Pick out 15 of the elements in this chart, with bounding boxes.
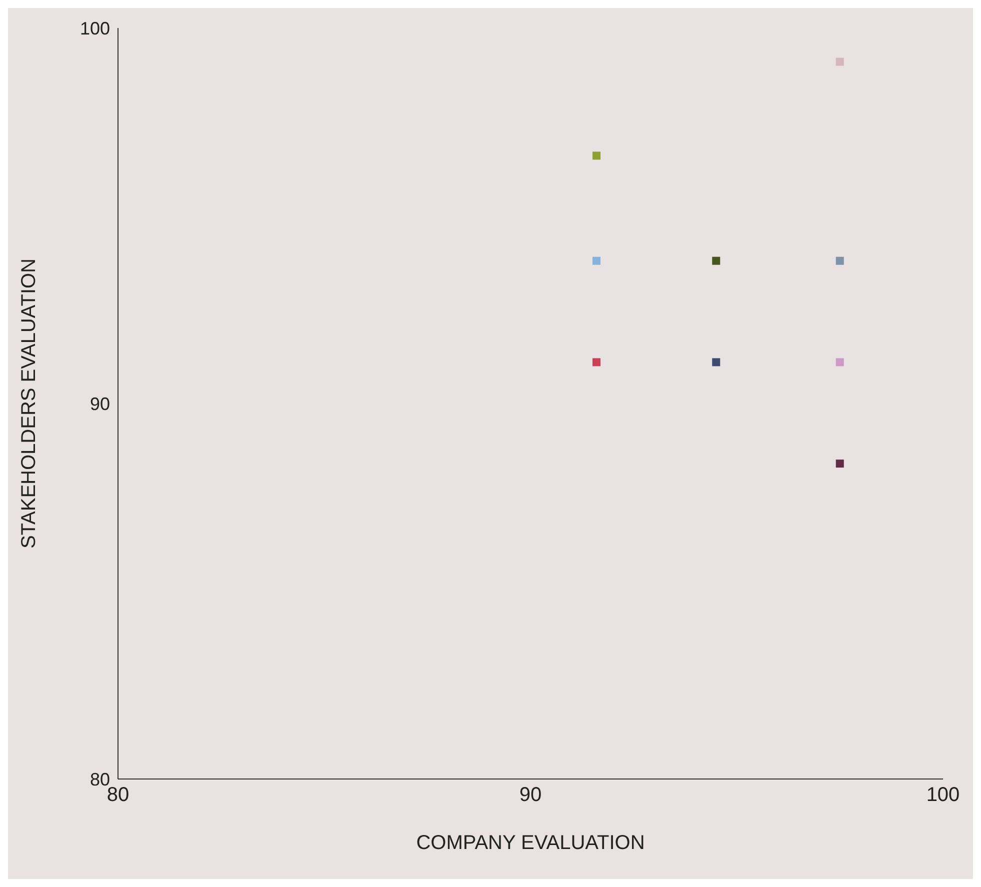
x-axis-title: COMPANY EVALUATION bbox=[416, 832, 645, 854]
point bbox=[592, 256, 600, 265]
x-tick-label: 90 bbox=[519, 784, 542, 806]
point bbox=[592, 152, 600, 160]
point bbox=[712, 256, 720, 265]
point bbox=[836, 58, 844, 66]
y-axis-title: STAKEHOLDERS EVALUATION bbox=[18, 258, 40, 549]
y-tick-label: 100 bbox=[80, 18, 110, 38]
x-tick-label: 100 bbox=[926, 784, 960, 806]
point bbox=[592, 358, 600, 366]
y-tick-label: 90 bbox=[90, 394, 110, 414]
point bbox=[836, 460, 844, 468]
point bbox=[836, 256, 844, 265]
point bbox=[836, 358, 844, 366]
point bbox=[712, 358, 720, 366]
